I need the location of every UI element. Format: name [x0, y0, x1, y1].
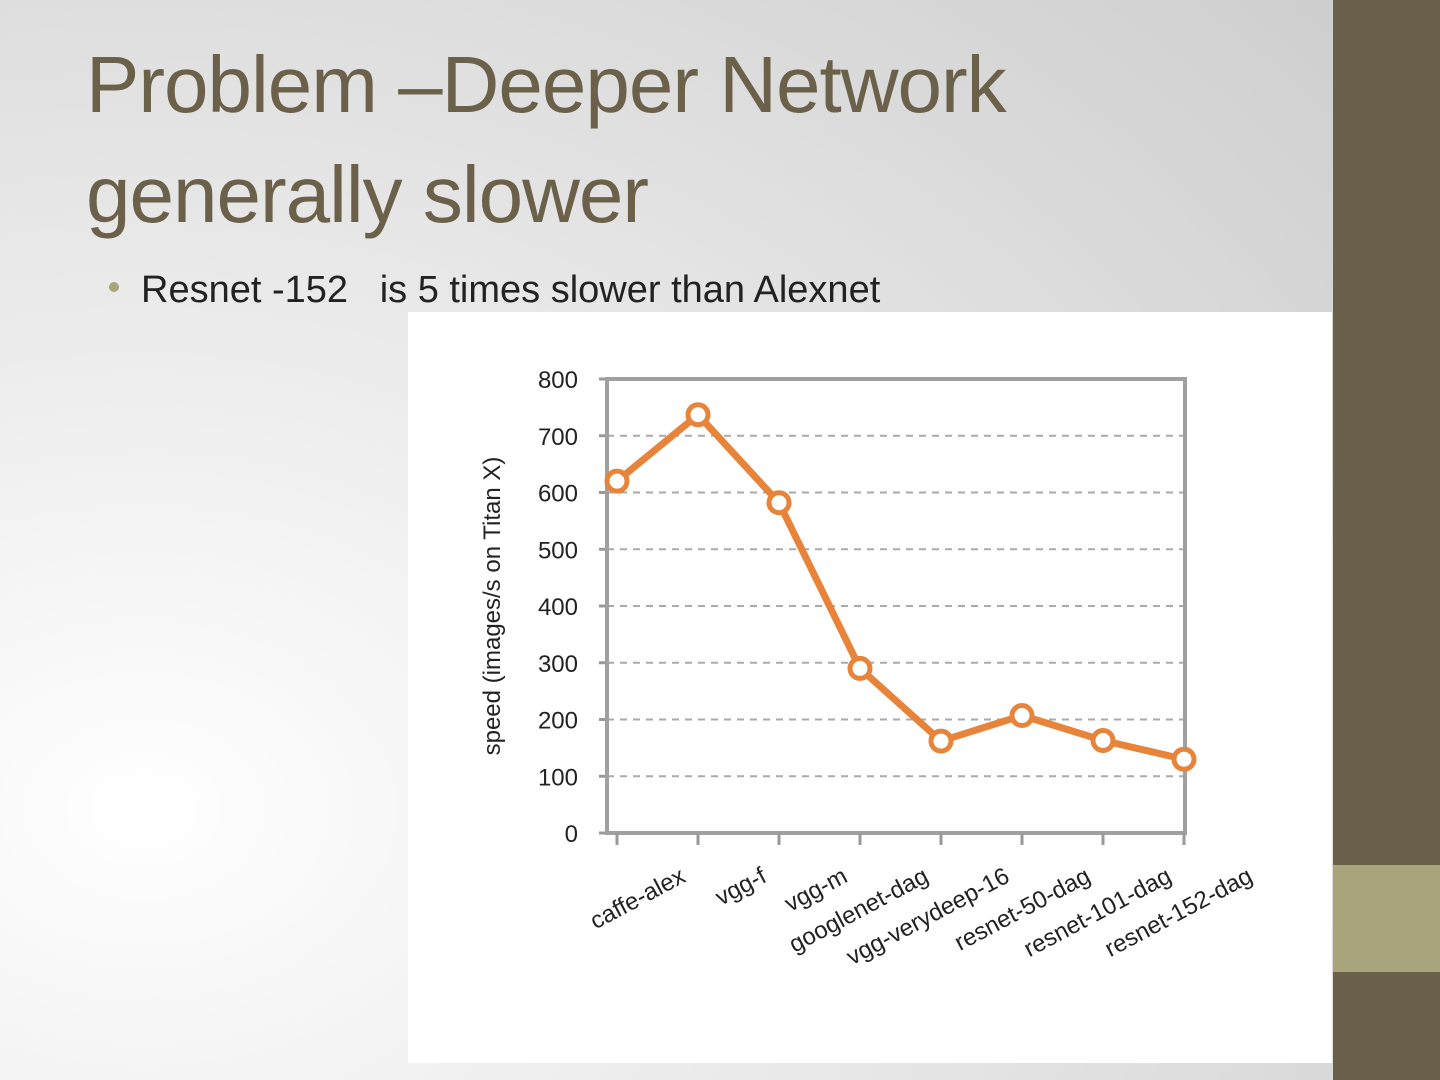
y-tick-label: 400 — [538, 594, 578, 621]
point — [1090, 727, 1116, 753]
y-tick-label: 800 — [538, 367, 578, 394]
point — [1009, 703, 1035, 729]
point — [685, 402, 711, 428]
bullet-dot — [109, 282, 119, 292]
line — [614, 411, 1185, 763]
slide-title: Problem –Deeper Network — [86, 40, 1008, 129]
bullet-text: Resnet -152 is 5 times slower than Alexn… — [141, 269, 881, 311]
side-accent — [1333, 865, 1440, 972]
point — [1171, 746, 1197, 772]
y-tick-label: 300 — [538, 651, 578, 678]
point — [766, 490, 792, 516]
plot-frame — [605, 377, 1187, 835]
y-tick-label: 600 — [538, 481, 578, 508]
y-tick-label: 200 — [538, 708, 578, 735]
y-axis-label: speed (images/s on Titan X) — [479, 457, 506, 756]
point — [928, 728, 954, 754]
y-tick-label: 0 — [565, 821, 578, 848]
y-tick-label: 500 — [538, 537, 578, 564]
point — [604, 468, 630, 494]
slide-title: generally slower — [86, 150, 648, 239]
y-tick-label: 700 — [538, 424, 578, 451]
y-tick-label: 100 — [538, 764, 578, 791]
point — [847, 655, 873, 681]
chart-panel — [408, 312, 1332, 1063]
